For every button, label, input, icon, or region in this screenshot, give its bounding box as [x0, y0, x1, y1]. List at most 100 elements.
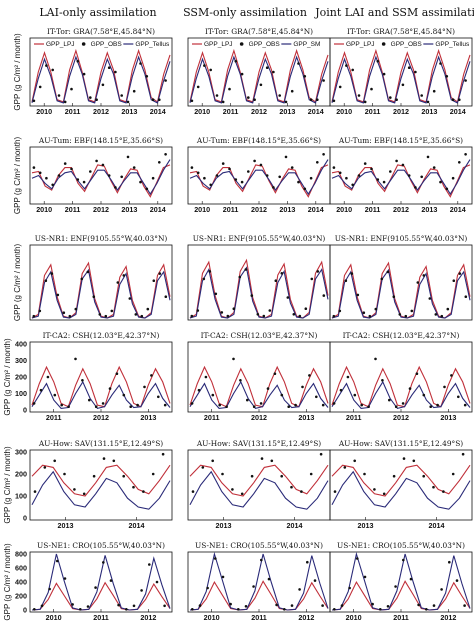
obs-point	[463, 403, 467, 407]
x-tick-label: 2014	[287, 521, 303, 530]
obs-point	[220, 311, 224, 314]
obs-point	[382, 492, 386, 496]
column-title-lai: LAI-only assimilation	[39, 6, 156, 19]
obs-point	[348, 586, 351, 590]
x-tick-label: 2012	[393, 205, 409, 214]
obs-point	[353, 393, 357, 397]
series-tellus-line	[189, 55, 329, 104]
obs-point	[40, 604, 44, 608]
obs-point	[374, 357, 377, 361]
y-tick-label: 400	[15, 340, 27, 349]
obs-point	[73, 488, 76, 491]
y-axis-label: GPP (g C/m² / month)	[3, 446, 12, 524]
x-tick-label: 2013	[421, 205, 437, 214]
x-tick-label: 2011	[346, 413, 362, 422]
obs-point	[204, 375, 208, 379]
obs-point	[33, 490, 37, 493]
obs-point	[425, 608, 428, 611]
obs-point	[145, 187, 149, 191]
obs-point	[461, 452, 465, 456]
obs-point	[436, 403, 439, 407]
obs-point	[408, 387, 412, 390]
obs-point	[284, 100, 288, 104]
x-tick-label: 2012	[393, 413, 409, 422]
obs-point	[240, 492, 244, 496]
obs-point	[273, 372, 277, 376]
obs-point	[190, 99, 194, 103]
obs-point	[240, 180, 244, 184]
legend-label: GPP_Tellus	[435, 41, 470, 48]
legend-label: GPP_LPJ	[46, 41, 75, 48]
obs-point	[382, 180, 386, 184]
obs-point	[142, 490, 145, 493]
obs-point	[253, 159, 256, 163]
obs-point	[237, 608, 240, 611]
obs-point	[457, 395, 460, 399]
obs-point	[298, 314, 302, 318]
obs-point	[109, 579, 113, 582]
obs-point	[298, 588, 301, 591]
obs-point	[278, 175, 282, 179]
obs-point	[74, 357, 77, 361]
obs-point	[351, 68, 355, 72]
x-tick-label: 2013	[216, 521, 232, 530]
x-tick-label: 2012	[140, 613, 156, 622]
obs-point	[266, 387, 270, 390]
series-tellus-line	[331, 470, 471, 510]
x-tick-label: 2012	[298, 613, 314, 622]
obs-point	[434, 313, 438, 316]
obs-point	[46, 375, 50, 379]
obs-point	[356, 557, 359, 560]
obs-point	[420, 175, 424, 179]
panel-ssm-row4: IT-CA2: CSH(12.03°E,42.37°N) 2011 2012 2013	[187, 331, 331, 422]
obs-point	[79, 608, 82, 611]
x-tick-label: 2014	[308, 205, 324, 214]
x-tick-label: 2014	[308, 107, 324, 116]
obs-point	[234, 178, 238, 181]
obs-point	[316, 270, 320, 273]
obs-point	[191, 608, 194, 611]
obs-point	[82, 72, 86, 76]
obs-point	[132, 89, 136, 93]
obs-point	[451, 98, 455, 101]
obs-point	[267, 577, 271, 581]
x-tick-label: 2013	[121, 205, 137, 214]
obs-point	[260, 558, 263, 562]
obs-point	[309, 98, 313, 101]
obs-point	[381, 379, 384, 382]
obs-point	[357, 174, 361, 177]
obs-point	[67, 405, 70, 409]
site-label: US-NE1: CRO(105.55°W,40.03°N)	[195, 541, 323, 550]
legend-marker	[381, 42, 386, 46]
obs-point	[363, 162, 367, 165]
obs-point	[345, 176, 348, 180]
site-label: IT-CA2: CSH(12.03°E,42.37°N)	[43, 331, 160, 340]
obs-point	[280, 474, 284, 478]
y-tick-label: 200	[15, 470, 27, 479]
obs-point	[429, 405, 433, 409]
obs-point	[117, 603, 120, 607]
obs-point	[356, 293, 360, 297]
obs-point	[250, 474, 254, 478]
obs-point	[122, 393, 126, 397]
obs-point	[308, 374, 311, 377]
y-tick-label: 0	[23, 514, 27, 523]
obs-point	[395, 159, 398, 163]
obs-point	[114, 70, 117, 74]
obs-point	[129, 405, 132, 409]
obs-point	[402, 558, 405, 562]
obs-point	[116, 281, 120, 284]
obs-point	[221, 100, 225, 104]
series-tellus-line	[31, 268, 171, 319]
obs-point	[333, 608, 336, 611]
x-tick-label: 2012	[393, 107, 409, 116]
obs-point	[275, 603, 278, 607]
obs-point	[373, 488, 376, 491]
obs-point	[346, 375, 350, 379]
obs-point	[221, 575, 225, 579]
x-tick-label: 2014	[450, 205, 466, 214]
x-tick-label: 2013	[279, 107, 295, 116]
obs-point	[270, 459, 274, 463]
obs-point	[240, 72, 244, 76]
panel-ssm-row6: US-NE1: CRO(105.55°W,40.03°N) 2010 2011 201…	[187, 541, 331, 622]
